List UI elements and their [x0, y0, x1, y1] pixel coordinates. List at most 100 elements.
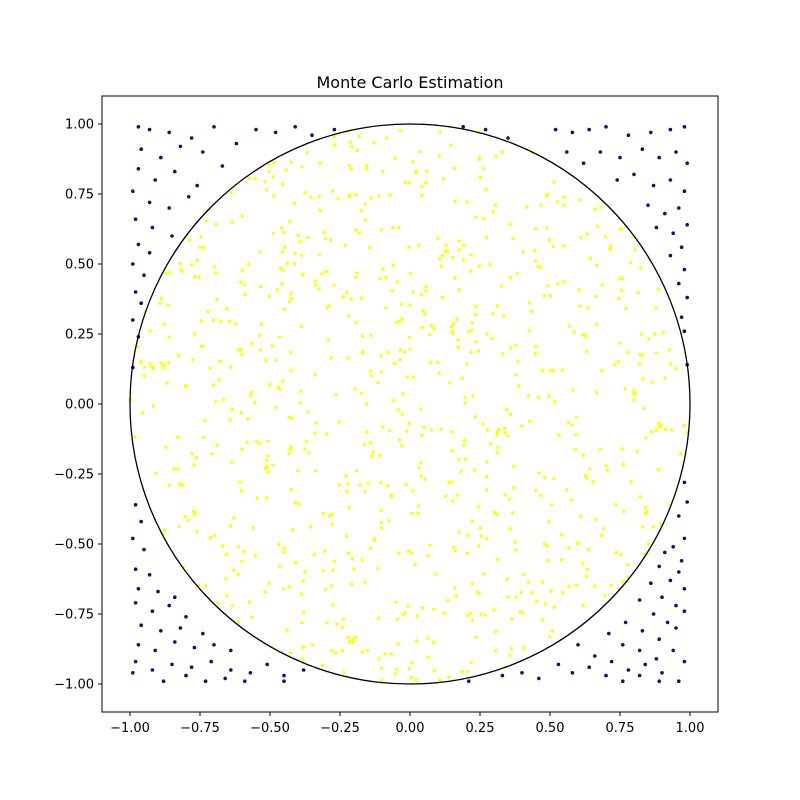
inside-point [331, 568, 335, 573]
inside-point [495, 304, 499, 308]
inside-point [168, 270, 172, 274]
inside-point [392, 398, 396, 403]
inside-point [362, 442, 367, 447]
inside-point [608, 247, 612, 251]
inside-point [492, 510, 497, 515]
inside-point [360, 334, 364, 338]
inside-point [370, 454, 374, 458]
inside-point [348, 193, 352, 197]
x-tick-label: 0.75 [606, 721, 635, 736]
inside-point [422, 425, 426, 429]
inside-point [595, 390, 599, 395]
x-tick-label: −0.50 [250, 721, 290, 736]
inside-point [639, 332, 644, 336]
inside-point [183, 514, 187, 519]
inside-point [369, 333, 373, 338]
inside-point [519, 590, 523, 594]
inside-point [460, 669, 464, 674]
inside-point [289, 487, 294, 492]
inside-point [184, 383, 188, 388]
inside-point [521, 250, 525, 254]
outside-point [660, 595, 664, 599]
inside-point [420, 185, 424, 189]
inside-point [593, 584, 597, 589]
inside-point [479, 612, 484, 616]
inside-point [406, 549, 410, 553]
inside-point [136, 344, 140, 349]
inside-point [281, 182, 285, 186]
inside-point [466, 670, 470, 674]
inside-point [363, 580, 367, 584]
inside-point [208, 536, 213, 540]
inside-point [380, 526, 384, 530]
inside-point [323, 549, 327, 553]
inside-point [581, 453, 586, 458]
inside-point [642, 406, 646, 411]
inside-point [140, 410, 145, 415]
inside-point [462, 443, 466, 447]
inside-point [214, 271, 218, 275]
inside-point [639, 265, 643, 270]
inside-point [376, 567, 380, 571]
inside-point [488, 262, 492, 267]
inside-point [539, 203, 543, 207]
inside-point [167, 335, 171, 339]
inside-point [420, 326, 424, 330]
inside-point [301, 272, 305, 277]
inside-point [426, 636, 430, 640]
inside-point [551, 369, 555, 373]
inside-point [566, 420, 571, 424]
outside-point [665, 620, 670, 625]
inside-point [162, 322, 167, 327]
inside-point [421, 309, 425, 313]
outside-point [150, 668, 155, 672]
inside-point [232, 516, 236, 520]
inside-point [594, 517, 598, 522]
inside-point [350, 641, 355, 645]
inside-point [250, 615, 254, 620]
x-tick-label: 0.50 [536, 721, 565, 736]
outside-point [483, 127, 488, 132]
inside-point [669, 428, 674, 432]
inside-point [298, 240, 303, 244]
inside-point [253, 177, 257, 181]
inside-point [297, 502, 301, 506]
inside-point [457, 239, 461, 243]
outside-point [668, 578, 673, 583]
inside-point [512, 486, 516, 490]
inside-point [469, 611, 473, 615]
outside-point [310, 133, 314, 137]
outside-point [139, 623, 143, 627]
inside-point [346, 356, 350, 360]
inside-point [159, 361, 163, 365]
inside-point [505, 577, 510, 581]
inside-point [250, 341, 254, 346]
inside-point [393, 156, 397, 160]
inside-point [313, 279, 317, 283]
inside-point [400, 316, 404, 321]
inside-point [278, 266, 283, 271]
inside-point [410, 511, 414, 516]
inside-point [300, 164, 304, 169]
inside-point [455, 493, 460, 497]
inside-point [674, 366, 678, 371]
inside-point [378, 453, 382, 458]
inside-point [272, 194, 276, 198]
outside-point [332, 127, 337, 132]
inside-point [388, 193, 392, 197]
inside-point [381, 425, 385, 429]
outside-point [682, 480, 687, 485]
inside-point [567, 546, 571, 550]
inside-point [544, 602, 548, 606]
inside-point [540, 580, 545, 584]
inside-point [527, 419, 532, 423]
inside-point [406, 375, 410, 379]
inside-point [176, 435, 180, 440]
inside-point [230, 220, 234, 224]
inside-point [229, 524, 233, 528]
inside-point [594, 294, 598, 298]
outside-point [282, 673, 286, 678]
inside-point [481, 422, 485, 426]
inside-point [446, 599, 450, 603]
inside-point [484, 474, 489, 479]
